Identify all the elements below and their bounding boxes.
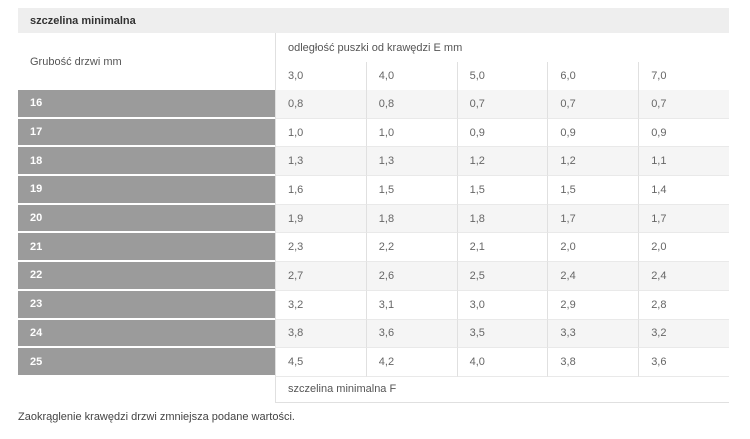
data-cell: 2,9 xyxy=(547,290,639,320)
data-cell: 1,9 xyxy=(275,204,366,234)
footer-label: szczelina minimalna F xyxy=(275,376,729,403)
data-cell: 1,4 xyxy=(638,176,729,205)
table-row: 25 4,5 4,2 4,0 3,8 3,6 xyxy=(18,348,729,377)
data-cell: 1,8 xyxy=(456,204,548,234)
row-label: 22 xyxy=(18,262,275,291)
data-cell: 0,8 xyxy=(275,90,366,119)
data-cell: 1,5 xyxy=(547,176,639,205)
footnote: Zaokrąglenie krawędzi drzwi zmniejsza po… xyxy=(18,411,295,423)
table-row: 22 2,7 2,6 2,5 2,4 2,4 xyxy=(18,262,729,291)
data-cell: 3,8 xyxy=(547,348,639,377)
table-header: Grubość drzwi mm odległość puszki od kra… xyxy=(18,33,729,90)
data-cell: 1,7 xyxy=(638,204,729,234)
data-cell: 2,1 xyxy=(456,233,548,263)
data-cell: 1,0 xyxy=(275,118,366,148)
row-label: 18 xyxy=(18,147,275,177)
footer-spacer xyxy=(18,377,275,403)
data-cell: 2,2 xyxy=(365,233,457,263)
table-row: 23 3,2 3,1 3,0 2,9 2,8 xyxy=(18,290,729,320)
row-label: 17 xyxy=(18,118,275,148)
data-cell: 0,7 xyxy=(456,90,548,119)
table-row: 24 3,8 3,6 3,5 3,3 3,2 xyxy=(18,319,729,349)
row-label: 20 xyxy=(18,204,275,234)
column-header: 7,0 xyxy=(638,62,729,90)
column-group-label: odległość puszki od krawędzi E mm xyxy=(288,41,463,54)
data-cell: 1,1 xyxy=(638,147,729,177)
data-cell: 3,2 xyxy=(638,319,729,349)
row-label: 23 xyxy=(18,290,275,320)
data-cell: 0,9 xyxy=(638,118,729,148)
row-label: 25 xyxy=(18,348,275,377)
data-cell: 3,3 xyxy=(547,319,639,349)
row-label: 19 xyxy=(18,176,275,205)
column-header: 4,0 xyxy=(365,62,457,90)
data-cell: 1,7 xyxy=(547,204,639,234)
data-cell: 2,3 xyxy=(275,233,366,263)
data-cell: 0,9 xyxy=(547,118,639,148)
data-cell: 1,3 xyxy=(275,147,366,177)
table-row: 20 1,9 1,8 1,8 1,7 1,7 xyxy=(18,204,729,234)
data-cell: 0,9 xyxy=(456,118,548,148)
table-body: 16 0,8 0,8 0,7 0,7 0,7 17 1,0 1,0 0,9 0,… xyxy=(18,90,729,377)
table-row: 17 1,0 1,0 0,9 0,9 0,9 xyxy=(18,118,729,148)
data-cell: 1,2 xyxy=(547,147,639,177)
data-cell: 4,2 xyxy=(365,348,457,377)
data-cell: 4,5 xyxy=(275,348,366,377)
table-row: 16 0,8 0,8 0,7 0,7 0,7 xyxy=(18,90,729,119)
data-cell: 0,7 xyxy=(638,90,729,119)
data-cell: 2,5 xyxy=(456,262,548,291)
data-cell: 2,8 xyxy=(638,290,729,320)
row-label: 16 xyxy=(18,90,275,119)
column-header: 5,0 xyxy=(456,62,548,90)
data-cell: 0,7 xyxy=(547,90,639,119)
data-cell: 4,0 xyxy=(456,348,548,377)
table-row: 18 1,3 1,3 1,2 1,2 1,1 xyxy=(18,147,729,177)
data-cell: 3,5 xyxy=(456,319,548,349)
data-cell: 2,4 xyxy=(638,262,729,291)
data-cell: 2,4 xyxy=(547,262,639,291)
data-cell: 3,1 xyxy=(365,290,457,320)
data-cell: 1,5 xyxy=(456,176,548,205)
column-group: odległość puszki od krawędzi E mm 3,0 4,… xyxy=(275,33,729,90)
column-header: 3,0 xyxy=(288,70,304,82)
row-label: 21 xyxy=(18,233,275,263)
data-cell: 2,0 xyxy=(638,233,729,263)
row-group-header: Grubość drzwi mm xyxy=(30,55,122,68)
table-footer: szczelina minimalna F xyxy=(18,376,729,403)
column-headers: 3,0 4,0 5,0 6,0 7,0 xyxy=(276,62,729,90)
table-title: szczelina minimalna xyxy=(18,8,729,33)
table-row: 21 2,3 2,2 2,1 2,0 2,0 xyxy=(18,233,729,263)
data-cell: 0,8 xyxy=(365,90,457,119)
data-cell: 3,6 xyxy=(365,319,457,349)
min-gap-table: szczelina minimalna Grubość drzwi mm odl… xyxy=(18,8,729,403)
data-cell: 1,6 xyxy=(275,176,366,205)
data-cell: 3,2 xyxy=(275,290,366,320)
data-cell: 3,8 xyxy=(275,319,366,349)
data-cell: 2,7 xyxy=(275,262,366,291)
data-cell: 2,6 xyxy=(365,262,457,291)
data-cell: 3,6 xyxy=(638,348,729,377)
column-header: 6,0 xyxy=(547,62,638,90)
data-cell: 1,5 xyxy=(365,176,457,205)
data-cell: 2,0 xyxy=(547,233,639,263)
row-label: 24 xyxy=(18,319,275,349)
data-cell: 1,3 xyxy=(365,147,457,177)
data-cell: 1,8 xyxy=(365,204,457,234)
data-cell: 3,0 xyxy=(456,290,548,320)
table-row: 19 1,6 1,5 1,5 1,5 1,4 xyxy=(18,176,729,205)
data-cell: 1,0 xyxy=(365,118,457,148)
data-cell: 1,2 xyxy=(456,147,548,177)
